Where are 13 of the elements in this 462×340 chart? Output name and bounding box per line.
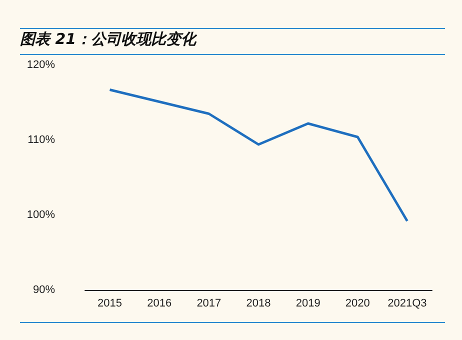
chart-title: 图表 21：公司收现比变化 [20, 30, 196, 49]
y-tick-label: 100% [26, 209, 56, 221]
line-series [108, 88, 408, 222]
x-tick-label: 2015 [98, 298, 122, 310]
x-tick-label: 2020 [345, 298, 370, 310]
y-tick-label: 120% [26, 59, 56, 71]
x-tick-label: 2016 [147, 298, 172, 310]
x-tick-label: 2017 [196, 298, 222, 310]
x-tick-label: 2018 [246, 298, 271, 310]
y-tick-label: 110% [28, 134, 56, 146]
x-tick-label: 2019 [296, 298, 320, 310]
y-tick-label: 90% [32, 284, 56, 296]
x-tick-label: 2021Q3 [388, 298, 427, 310]
